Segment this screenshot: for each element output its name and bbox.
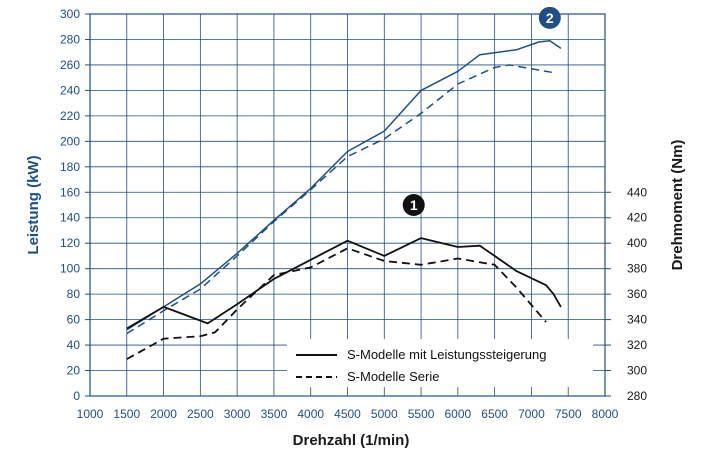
x-tick-label: 7500 [555,407,582,421]
marker-2: 2 [538,6,561,29]
left-tick-label: 140 [60,211,80,225]
left-tick-label: 60 [67,313,81,327]
x-tick-label: 3000 [224,407,251,421]
left-tick-label: 300 [60,7,80,21]
legend: S-Modelle mit Leistungssteigerung S-Mode… [287,339,593,387]
left-tick-label: 240 [60,83,80,97]
right-tick-label: 300 [627,364,647,378]
legend-box [287,339,593,387]
x-tick-label: 8000 [592,407,619,421]
x-tick-label: 2000 [150,407,177,421]
left-tick-label: 220 [60,109,80,123]
marker-label: 1 [410,197,418,213]
left-tick-label: 20 [67,364,81,378]
left-tick-label: 180 [60,160,80,174]
markers: 21 [402,6,561,216]
right-tick-label: 440 [627,185,647,199]
right-tick-label: 420 [627,211,647,225]
right-tick-label: 280 [627,389,647,403]
series [126,39,562,360]
x-tick-label: 5500 [408,407,435,421]
right-tick-label: 400 [627,236,647,250]
x-tick-label: 2500 [187,407,214,421]
x-tick-label: 1000 [77,407,104,421]
series-line-power-solid [126,39,562,331]
left-tick-label: 200 [60,134,80,148]
plot-frame [89,13,606,397]
x-tick-label: 3500 [261,407,288,421]
left-tick-label: 260 [60,58,80,72]
left-tick-label: 120 [60,236,80,250]
x-tick-label: 4000 [297,407,324,421]
y-axis-left-title: Leistung (kW) [25,155,42,254]
right-tick-label: 340 [627,313,647,327]
x-tick-label: 6500 [481,407,508,421]
x-tick-label: 1500 [113,407,140,421]
axes [85,13,611,397]
left-tick-label: 280 [60,32,80,46]
y-axis-right-title: Drehmoment (Nm) [669,140,686,271]
marker-label: 2 [546,10,554,26]
series-line-torque-solid [126,237,562,330]
tick-labels: 1000 1500 2000 2500 3000 3500 4000 4500 5000 5500… [60,7,647,421]
legend-label-dashed: S-Modelle Serie [347,369,440,384]
x-tick-label: 4500 [334,407,361,421]
x-tick-label: 5000 [371,407,398,421]
left-tick-label: 40 [67,338,81,352]
left-tick-label: 160 [60,185,80,199]
left-tick-label: 80 [67,287,81,301]
series-line-torque-dashed [126,247,547,360]
marker-circle [402,194,425,216]
left-tick-label: 100 [60,262,80,276]
marker-1: 1 [402,194,425,216]
left-tick-label: 0 [73,389,80,403]
legend-label-solid: S-Modelle mit Leistungssteigerung [347,347,546,362]
x-tick-label: 6000 [445,407,472,421]
x-axis-title: Drehzahl (1/min) [293,432,410,449]
series-line-power-dashed [126,64,554,335]
marker-circle [538,6,561,29]
right-tick-label: 380 [627,262,647,276]
right-tick-label: 360 [627,287,647,301]
x-tick-label: 7000 [518,407,545,421]
right-tick-label: 320 [627,338,647,352]
